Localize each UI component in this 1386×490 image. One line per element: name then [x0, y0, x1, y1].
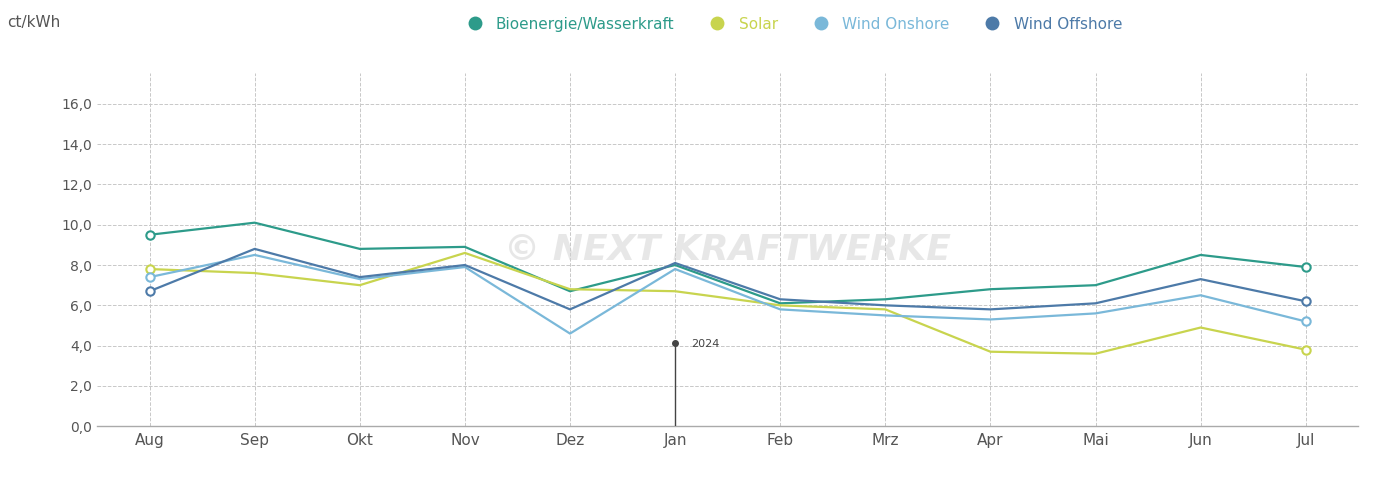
Legend: Bioenergie/Wasserkraft, Solar, Wind Onshore, Wind Offshore: Bioenergie/Wasserkraft, Solar, Wind Onsh…: [453, 10, 1128, 38]
Text: ct/kWh: ct/kWh: [7, 15, 60, 30]
Text: © NEXT KRAFTWERKE: © NEXT KRAFTWERKE: [505, 233, 951, 267]
Text: 2024: 2024: [690, 339, 719, 349]
